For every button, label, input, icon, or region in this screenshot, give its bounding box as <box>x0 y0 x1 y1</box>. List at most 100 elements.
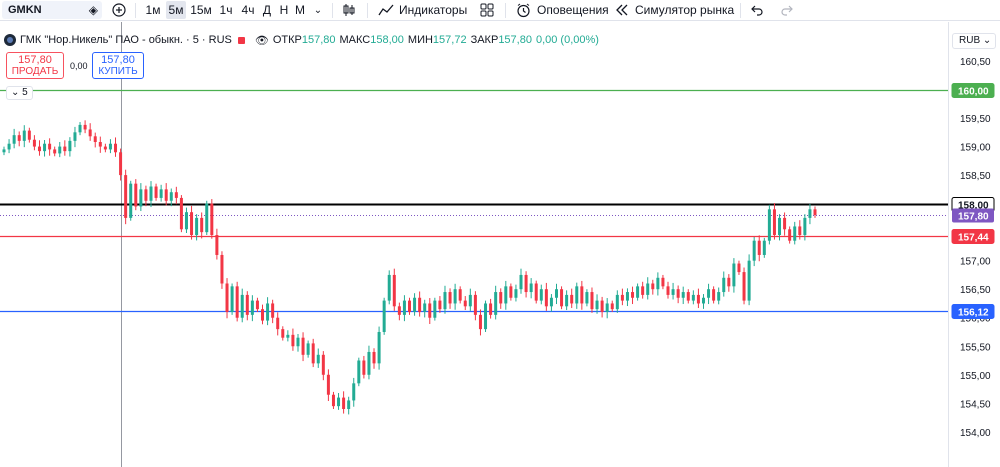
candle-body <box>159 189 163 198</box>
candle-body <box>757 240 761 255</box>
price-level-tag <box>951 83 995 98</box>
buy-button[interactable]: 157,80 КУПИТЬ <box>92 52 144 79</box>
candle-body <box>443 292 447 310</box>
candle-body <box>184 212 188 230</box>
candle-body <box>686 292 690 301</box>
timeframe-1m[interactable]: 1м <box>145 3 161 17</box>
price-tick-label: 155,50 <box>960 342 991 353</box>
candle-body <box>134 183 138 207</box>
close-label: ЗАКР <box>470 34 499 46</box>
replay-icon[interactable] <box>614 1 630 19</box>
timeframe-week[interactable]: Н <box>279 3 289 17</box>
replay-button[interactable]: Симулятор рынка <box>635 3 735 17</box>
candle-body <box>610 303 614 310</box>
candle-body <box>68 140 72 152</box>
timeframe-day[interactable]: Д <box>262 3 272 17</box>
last-price-tag <box>952 208 994 223</box>
candle-body <box>631 292 635 298</box>
timeframe-5m[interactable]: 5м <box>166 1 186 19</box>
candle-body <box>620 294 624 301</box>
price-tick-label: 154,00 <box>960 428 991 439</box>
candle-body <box>813 209 817 216</box>
indicators-icon[interactable] <box>377 1 395 19</box>
timeframe-1h[interactable]: 1ч <box>219 3 233 17</box>
change-value: 0,00 (0,00%) <box>535 34 599 46</box>
candle-body <box>473 294 477 315</box>
candle-body <box>220 254 224 284</box>
chevron-down-icon[interactable]: ⌄ <box>313 4 323 16</box>
candle-body <box>783 217 787 230</box>
redo-icon[interactable] <box>778 1 796 19</box>
candle-body <box>772 209 776 236</box>
candle-body <box>139 189 143 207</box>
candle-type-icon[interactable] <box>340 1 358 19</box>
eye-icon[interactable]: 👁 <box>254 34 269 47</box>
candle-body <box>205 203 209 233</box>
undo-icon[interactable] <box>748 1 766 19</box>
sell-button[interactable]: 157,80 ПРОДАТЬ <box>6 52 64 79</box>
candle-body <box>402 300 406 315</box>
price-tick-label: 154,50 <box>960 399 991 410</box>
candle-body <box>382 300 386 332</box>
symbol-title[interactable]: ГМК "Нор.Никель" ПАО - обыкн. · 5 · RUS <box>20 34 232 46</box>
candle-body <box>605 303 609 313</box>
candle-body <box>387 274 391 301</box>
candle-body <box>316 354 320 364</box>
candle-body <box>438 300 442 310</box>
high-label: МАКС <box>339 34 371 46</box>
indicators-button[interactable]: Индикаторы <box>399 3 468 17</box>
candle-body <box>691 294 695 301</box>
buy-price: 157,80 <box>101 54 135 66</box>
candle-body <box>58 146 62 154</box>
candle-body <box>103 146 107 150</box>
separator <box>367 3 368 18</box>
candle-body <box>296 337 300 347</box>
candle-body <box>17 135 21 141</box>
candle-body <box>737 263 741 273</box>
candle-body <box>418 297 422 313</box>
candle-body <box>717 292 721 301</box>
timeframe-15m[interactable]: 15м <box>190 3 212 17</box>
candle-body <box>93 136 97 143</box>
candle-body <box>195 217 199 236</box>
currency-selector[interactable]: RUB ⌄ <box>952 33 996 49</box>
candle-body <box>509 286 513 298</box>
add-symbol-icon[interactable] <box>110 1 128 19</box>
timeframe-month[interactable]: М <box>295 3 305 17</box>
timeframe-4h[interactable]: 4ч <box>241 3 255 17</box>
candle-body <box>266 303 270 321</box>
candle-body <box>301 337 305 355</box>
price-tick-label: 159,00 <box>960 143 991 154</box>
layout-grid-icon[interactable] <box>478 1 496 19</box>
symbol-search[interactable]: GMKN ◈ <box>2 1 102 19</box>
alerts-button[interactable]: Оповещения <box>537 3 609 17</box>
candle-body <box>63 146 67 152</box>
candle-body <box>595 300 599 310</box>
chart-plot-area[interactable] <box>0 22 948 467</box>
price-axis-tags: 160,00 158,00 157,44 156,12 157,80 <box>951 83 995 319</box>
candle-body <box>119 152 123 176</box>
candle-body <box>337 397 341 407</box>
candle-body <box>625 292 629 301</box>
alarm-clock-icon[interactable] <box>514 1 532 19</box>
candle-body <box>458 289 462 301</box>
candle-body <box>565 294 569 307</box>
candle-body <box>539 289 543 301</box>
candle-body <box>600 300 604 313</box>
candle-body <box>519 274 523 290</box>
market-status-dot <box>237 36 245 44</box>
price-level-tag <box>951 229 995 244</box>
indicator-collapse-toggle[interactable]: ⌄ 5 <box>6 86 33 100</box>
candle-body <box>261 309 265 321</box>
watchlist-icon[interactable]: ◈ <box>88 3 98 17</box>
price-level-tag <box>951 304 995 319</box>
close-value: 157,80 <box>498 34 532 46</box>
candle-body <box>590 292 594 310</box>
candle-body <box>190 212 194 236</box>
open-label: ОТКР <box>272 34 302 46</box>
sell-label: ПРОДАТЬ <box>11 66 59 77</box>
candle-body <box>230 286 234 313</box>
candle-body <box>651 283 655 290</box>
candle-body <box>575 286 579 304</box>
